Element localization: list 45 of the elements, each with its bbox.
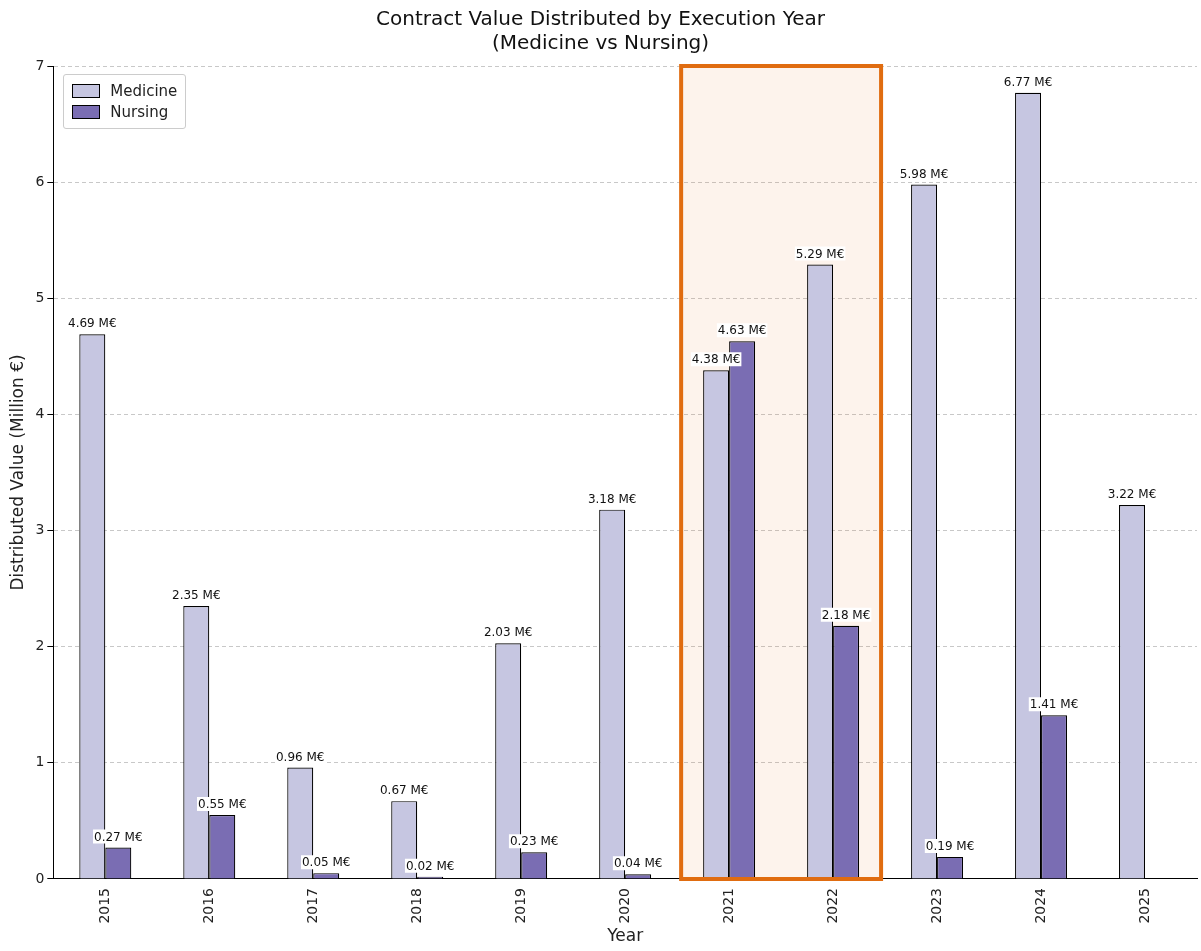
x-tick-label: 2021 bbox=[719, 887, 736, 924]
data-label: 0.23 M€ bbox=[509, 834, 559, 849]
data-label: 2.03 M€ bbox=[483, 625, 533, 640]
y-tick-label: 6 bbox=[35, 172, 45, 189]
x-tick-label: 2018 bbox=[407, 887, 424, 924]
data-label: 0.27 M€ bbox=[94, 829, 143, 844]
y-tick-label: 4 bbox=[35, 405, 45, 422]
data-label: 1.41 M€ bbox=[1029, 697, 1079, 712]
y-tick-label: 7 bbox=[35, 56, 45, 73]
x-tick-label: 2022 bbox=[823, 887, 840, 924]
y-tick-label: 1 bbox=[35, 753, 45, 770]
data-label: 5.98 M€ bbox=[899, 166, 949, 181]
data-label: 0.02 M€ bbox=[405, 858, 455, 873]
legend-label: Medicine bbox=[110, 82, 178, 100]
y-tick-label: 3 bbox=[35, 521, 45, 538]
x-tick-label: 2024 bbox=[1031, 887, 1048, 924]
x-axis-title: Year bbox=[606, 925, 644, 946]
x-tick-label: 2020 bbox=[615, 887, 632, 924]
x-tick-label: 2017 bbox=[303, 887, 320, 924]
x-tick-label: 2025 bbox=[1135, 887, 1152, 924]
x-tick-label: 2015 bbox=[95, 887, 112, 924]
x-tick-label: 2019 bbox=[511, 887, 528, 924]
data-label: 0.67 M€ bbox=[379, 783, 429, 798]
data-label: 0.05 M€ bbox=[301, 855, 351, 870]
data-label: 0.19 M€ bbox=[925, 839, 975, 854]
x-tick-label: 2016 bbox=[199, 887, 216, 924]
data-label: 5.29 M€ bbox=[795, 246, 845, 261]
chart-title: Contract Value Distributed by Execution Year (Medicine vs Nursing) bbox=[376, 6, 826, 55]
legend-label: Nursing bbox=[110, 103, 169, 121]
y-tick-label: 5 bbox=[35, 288, 45, 305]
data-label: 3.18 M€ bbox=[587, 491, 637, 506]
data-label: 6.77 M€ bbox=[1003, 74, 1053, 89]
data-label: 2.35 M€ bbox=[172, 588, 221, 603]
y-tick-label: 2 bbox=[35, 637, 45, 654]
data-label: 4.38 M€ bbox=[691, 352, 741, 367]
data-label: 0.04 M€ bbox=[613, 856, 663, 871]
x-tick-label: 2023 bbox=[927, 887, 944, 924]
y-tick-label: 0 bbox=[35, 869, 45, 886]
data-label: 3.22 M€ bbox=[1107, 487, 1157, 502]
data-label: 2.18 M€ bbox=[821, 607, 871, 622]
data-label: 0.96 M€ bbox=[275, 749, 325, 764]
data-label: 4.63 M€ bbox=[717, 323, 767, 338]
y-axis-title: Distributed Value (Million €) bbox=[6, 354, 27, 591]
data-label: 4.69 M€ bbox=[68, 316, 117, 331]
data-label: 0.55 M€ bbox=[198, 797, 247, 812]
